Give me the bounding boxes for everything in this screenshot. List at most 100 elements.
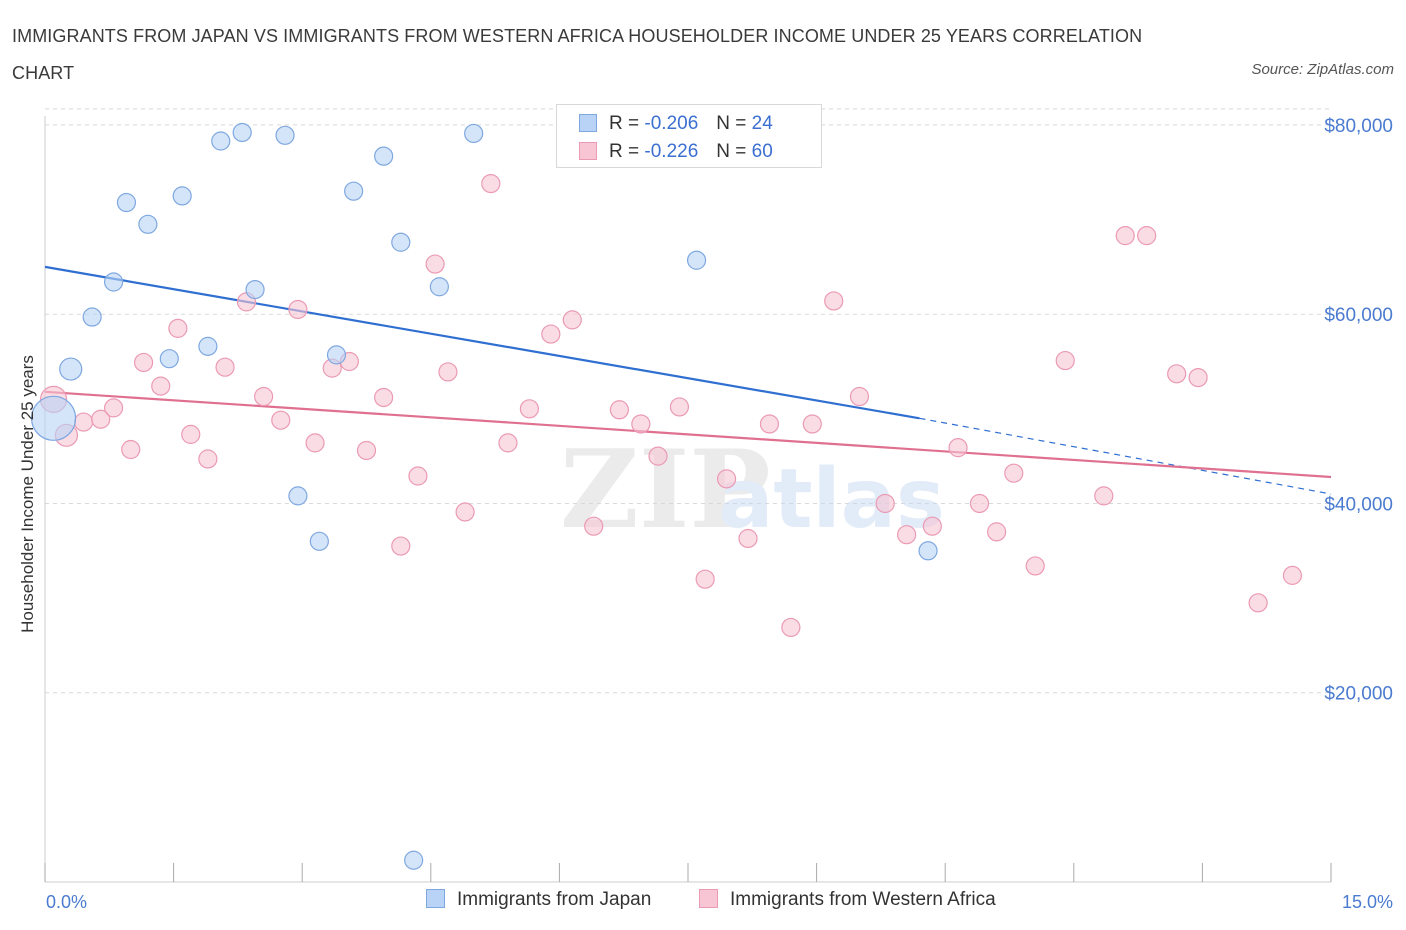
point-wafrica [1167,364,1187,384]
legend-n-value-japan: 24 [751,113,773,134]
point-wafrica [103,398,124,418]
point-wafrica [91,409,111,429]
point-wafrica [425,254,445,274]
point-wafrica [1025,556,1045,576]
legend-row-japan: R = -0.206 N = 24 [579,113,773,135]
legend-label-japan: Immigrants from Japan [457,889,652,910]
data-points [30,122,1303,870]
source-label: Source: ZipAtlas.com [1251,61,1394,78]
series-legend: Immigrants from Japan Immigrants from We… [0,889,1406,915]
point-wafrica [695,569,715,589]
point-wafrica [669,397,690,417]
point-wafrica [1115,226,1135,246]
point-wafrica [781,617,801,638]
point-japan [309,531,329,551]
y-tick-label: $20,000 [1324,684,1393,705]
point-japan [404,850,424,870]
point-wafrica [455,502,475,522]
chart-title: IMMIGRANTS FROM JAPAN VS IMMIGRANTS FROM… [12,26,1143,83]
point-wafrica [897,525,917,545]
legend-swatch-wafrica [579,142,597,160]
trend-line-wafrica [44,390,1332,479]
point-wafrica [738,528,758,549]
point-wafrica [1248,593,1268,613]
legend-label-wafrica: Immigrants from Western Africa [730,889,996,910]
legend-r-value-wafrica: -0.226 [644,141,699,162]
legend-item-japan[interactable]: Immigrants from Japan [426,889,651,911]
legend-n-label: N = [716,141,747,162]
point-wafrica [1055,350,1075,371]
point-japan [429,277,449,297]
point-japan [159,349,179,369]
point-wafrica [168,318,188,338]
point-wafrica [438,362,458,382]
point-wafrica [1188,368,1208,388]
point-wafrica [1282,565,1303,585]
point-wafrica [271,410,291,430]
point-wafrica [356,440,377,461]
legend-swatch-japan [579,114,597,132]
point-wafrica [121,439,141,460]
point-wafrica [481,174,501,194]
y-tick-label: $60,000 [1324,305,1393,326]
point-japan [198,336,218,356]
point-wafrica [1094,486,1114,506]
legend-item-wafrica[interactable]: Immigrants from Western Africa [699,889,996,911]
axis-ticks: $20,000 $40,000 $60,000 $80,000 0.0% 15.0% [44,116,1393,912]
point-japan [918,541,938,561]
point-wafrica [969,493,990,514]
point-wafrica [875,493,895,514]
legend-r-label: R = [609,141,640,162]
x-tick-label-max: 15.0% [1342,892,1393,912]
point-wafrica [254,386,274,407]
point-japan [344,181,364,201]
point-japan [232,122,252,143]
trend-lines [44,265,1332,495]
point-wafrica [305,433,325,453]
point-japan [138,214,158,234]
point-japan [391,232,411,252]
point-wafrica [648,446,668,466]
point-wafrica [609,400,630,420]
x-tick-label-min: 0.0% [46,892,87,912]
gridlines [45,108,1330,694]
legend-swatch-japan [426,889,445,908]
point-wafrica [631,414,651,434]
point-wafrica [948,438,968,458]
point-japan [30,395,77,441]
point-wafrica [562,310,582,330]
point-wafrica [151,376,171,396]
legend-row-wafrica: R = -0.226 N = 60 [579,141,773,163]
point-wafrica [519,399,539,419]
point-japan [82,307,102,327]
point-wafrica [408,466,428,486]
legend-r-label: R = [609,113,640,134]
point-wafrica [498,433,518,453]
trend-line-japan [44,265,920,420]
point-japan [374,146,394,166]
point-japan [275,125,295,145]
legend-r-value-japan: -0.206 [644,113,699,134]
point-wafrica [987,522,1007,542]
point-wafrica [584,516,604,536]
point-japan [245,279,265,300]
point-wafrica [759,414,780,434]
legend-n-label: N = [716,113,747,134]
point-wafrica [374,387,394,408]
y-tick-label: $40,000 [1324,494,1393,515]
point-wafrica [215,357,235,377]
point-japan [211,131,231,151]
point-japan [326,345,347,365]
point-japan [288,486,308,506]
point-wafrica [181,424,201,444]
point-wafrica [133,352,154,373]
point-wafrica [1004,463,1024,483]
point-japan [59,357,83,381]
point-wafrica [391,536,411,556]
legend-swatch-wafrica [699,889,718,908]
point-japan [172,186,192,206]
y-tick-label: $80,000 [1324,116,1393,137]
trend-line-japan-extension [919,417,1332,495]
point-wafrica [198,449,218,469]
